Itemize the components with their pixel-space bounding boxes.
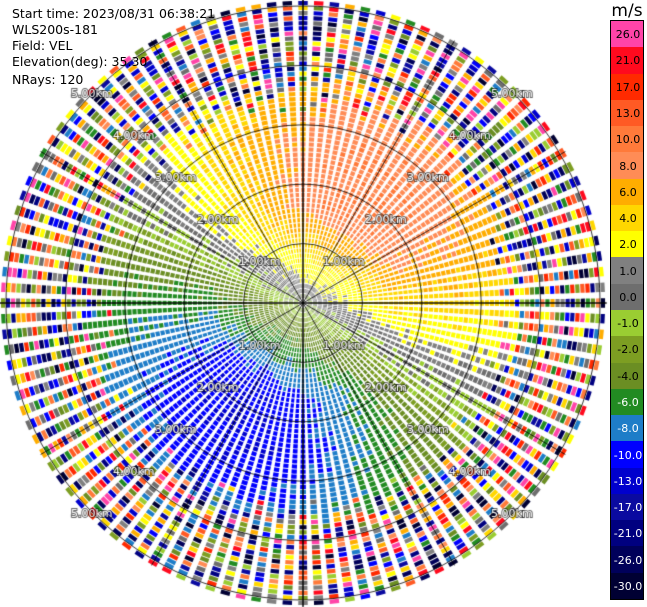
- colorbar-tick-label: 8.0: [619, 159, 637, 173]
- colorbar-tick-label: -10.0: [613, 448, 643, 462]
- colorbar-tick-label: -2.0: [617, 343, 639, 357]
- colorbar: 26.0 21.0 17.0 13.0 10.0 8.0 6.0 4.0 2.0 1.0 0.0 -1…: [610, 20, 644, 600]
- colorbar-tick-label: 26.0: [615, 28, 641, 42]
- colorbar-tick-label: 13.0: [615, 106, 641, 120]
- colorbar-segment: [611, 257, 643, 285]
- colorbar-segment: [611, 47, 643, 75]
- colorbar-segment: [611, 415, 643, 442]
- colorbar-segment: [611, 73, 643, 101]
- colorbar-tick-label: 4.0: [619, 212, 637, 226]
- colorbar-tick-label: 17.0: [615, 80, 641, 94]
- colorbar-tick-label: -4.0: [617, 369, 639, 383]
- colorbar-segment: [611, 152, 643, 180]
- colorbar-tick-label: 10.0: [615, 133, 641, 147]
- colorbar-segment: [611, 520, 643, 547]
- ppi-velocity-plot: [0, 0, 608, 607]
- colorbar-segment: [611, 204, 643, 232]
- start-time-label: Start time: 2023/08/31 06:38:21: [12, 6, 216, 21]
- colorbar-tick-label: -8.0: [617, 422, 639, 436]
- colorbar-tick-label: -1.0: [617, 317, 639, 331]
- colorbar-segment: [611, 362, 643, 390]
- colorbar-tick-label: -26.0: [613, 553, 643, 567]
- colorbar-tick-label: -17.0: [613, 501, 643, 515]
- elevation-label: Elevation(deg): 35.30: [12, 54, 148, 69]
- colorbar-segment: [611, 336, 643, 364]
- colorbar-segment: [611, 441, 643, 469]
- colorbar-tick-label: 2.0: [619, 238, 637, 252]
- nrays-label: NRays: 120: [12, 72, 84, 87]
- colorbar-segment: [611, 178, 643, 206]
- colorbar-segment: [611, 21, 643, 48]
- colorbar-tick-label: -21.0: [613, 527, 643, 541]
- colorbar-segment: [611, 493, 643, 521]
- colorbar-segment: [611, 467, 643, 495]
- colorbar-tick-label: 6.0: [619, 185, 637, 199]
- colorbar-tick-label: -30.0: [613, 579, 643, 593]
- colorbar-tick-label: 1.0: [619, 264, 637, 278]
- colorbar-tick-label: 21.0: [615, 54, 641, 68]
- colorbar-segment: [611, 283, 643, 311]
- colorbar-tick-label: 0.0: [619, 290, 637, 304]
- colorbar-segment: [611, 99, 643, 127]
- colorbar-segment: [611, 546, 643, 574]
- field-label: Field: VEL: [12, 38, 73, 53]
- colorbar-tick-label: -13.0: [613, 474, 643, 488]
- colorbar-unit: m/s: [611, 1, 643, 21]
- instrument-label: WLS200s-181: [12, 22, 98, 37]
- colorbar-segment: [611, 231, 643, 258]
- colorbar-segment: [611, 310, 643, 337]
- colorbar-segment: [611, 388, 643, 416]
- colorbar-segment: [611, 126, 643, 153]
- colorbar-segment: [611, 572, 643, 600]
- colorbar-tick-label: -6.0: [617, 395, 639, 409]
